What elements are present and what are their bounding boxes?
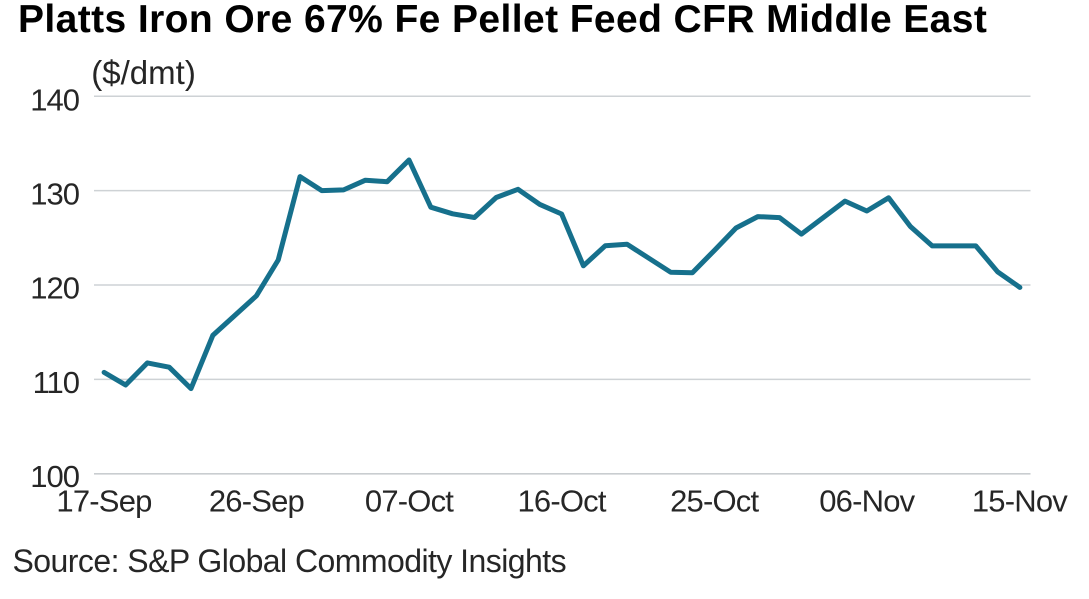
svg-text:16-Oct: 16-Oct [517, 484, 606, 519]
svg-text:130: 130 [30, 177, 79, 212]
svg-text:26-Sep: 26-Sep [209, 484, 304, 519]
svg-text:15-Nov: 15-Nov [972, 484, 1068, 519]
svg-text:06-Nov: 06-Nov [819, 484, 915, 519]
svg-text:($/dmt): ($/dmt) [91, 54, 196, 91]
svg-text:110: 110 [33, 365, 80, 400]
svg-text:100: 100 [30, 459, 79, 494]
svg-text:07-Oct: 07-Oct [365, 484, 454, 519]
svg-text:120: 120 [30, 271, 79, 306]
svg-text:25-Oct: 25-Oct [670, 484, 759, 519]
svg-text:17-Sep: 17-Sep [56, 484, 151, 519]
svg-text:140: 140 [30, 82, 79, 117]
svg-text:Source: S&P Global Commodity I: Source: S&P Global Commodity Insights [13, 543, 567, 579]
